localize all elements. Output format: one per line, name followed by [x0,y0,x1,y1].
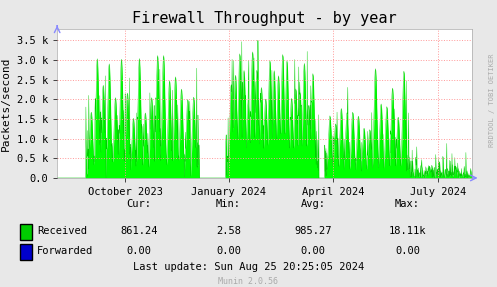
Text: 2.58: 2.58 [216,226,241,236]
Text: Cur:: Cur: [127,199,152,209]
Text: 18.11k: 18.11k [389,226,426,236]
Y-axis label: Packets/second: Packets/second [1,56,11,151]
Text: 0.00: 0.00 [216,246,241,256]
Text: Avg:: Avg: [301,199,326,209]
Title: Firewall Throughput - by year: Firewall Throughput - by year [132,11,397,26]
Text: RRDTOOL / TOBI OETIKER: RRDTOOL / TOBI OETIKER [489,54,495,147]
Text: 0.00: 0.00 [127,246,152,256]
Text: Max:: Max: [395,199,420,209]
Text: Min:: Min: [216,199,241,209]
Text: 985.27: 985.27 [294,226,332,236]
Text: 861.24: 861.24 [120,226,158,236]
Text: Munin 2.0.56: Munin 2.0.56 [219,277,278,286]
Text: 0.00: 0.00 [301,246,326,256]
Text: Received: Received [37,226,87,236]
Text: Forwarded: Forwarded [37,246,93,256]
Text: 0.00: 0.00 [395,246,420,256]
Text: Last update: Sun Aug 25 20:25:05 2024: Last update: Sun Aug 25 20:25:05 2024 [133,262,364,272]
